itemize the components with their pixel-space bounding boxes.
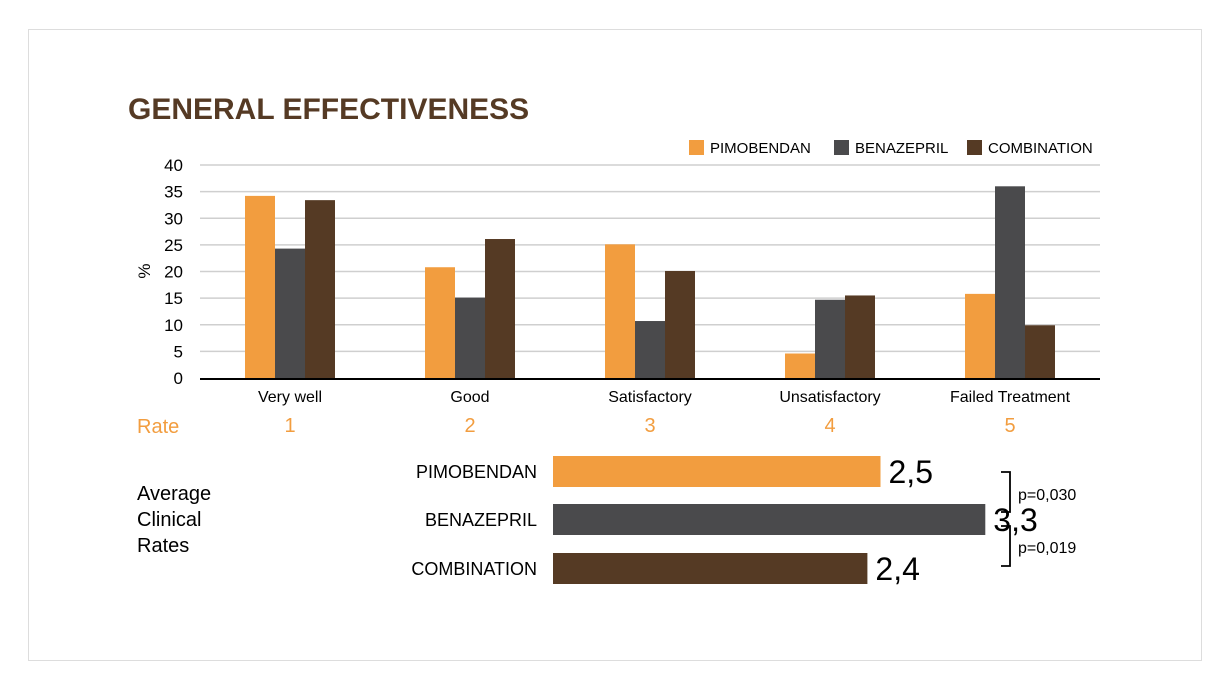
y-tick-label: 15 [164,289,183,308]
bar-combination-4 [845,295,875,378]
avg-title-line-1: Average [137,483,211,505]
bar-benazepril-1 [275,248,305,378]
x-tick-label: Good [450,389,489,406]
avg-value-benazepril: 3,3 [993,502,1037,538]
chart-title: GENERAL EFFECTIVENESS [128,93,529,126]
rate-value: 2 [464,415,475,437]
avg-title-line-2: Clinical [137,509,201,531]
avg-value-combination: 2,4 [875,551,919,587]
bar-combination-1 [305,200,335,378]
legend-swatch-pimobendan [689,140,704,155]
p-value-1: p=0,030 [1018,487,1076,504]
p-value-2: p=0,019 [1018,540,1076,557]
rate-label: Rate [137,416,179,438]
y-tick-label: 10 [164,316,183,335]
rate-value: 3 [644,415,655,437]
legend-label-benazepril: BENAZEPRIL [855,140,948,157]
bar-pimobendan-2 [425,267,455,378]
legend-label-combination: COMBINATION [988,140,1093,157]
bar-pimobendan-4 [785,353,815,378]
bar-pimobendan-1 [245,195,275,378]
avg-bar-combination [553,553,868,584]
x-tick-label: Very well [258,389,322,406]
legend-label-pimobendan: PIMOBENDAN [710,140,811,157]
y-tick-label: 25 [164,236,183,255]
y-axis-label: % [135,263,154,278]
y-tick-label: 20 [164,263,183,282]
bar-benazepril-5 [995,186,1025,378]
y-tick-label: 35 [164,183,183,202]
bar-pimobendan-5 [965,293,995,378]
y-tick-label: 5 [174,342,183,361]
legend-swatch-combination [967,140,982,155]
bar-combination-5 [1025,325,1055,378]
x-tick-label: Satisfactory [608,389,692,406]
bar-benazepril-4 [815,299,845,378]
x-tick-label: Unsatisfactory [779,389,880,406]
bar-benazepril-2 [455,297,485,378]
rate-value: 1 [284,415,295,437]
bar-combination-3 [665,270,695,378]
avg-bar-benazepril [553,504,986,535]
bar-benazepril-3 [635,321,665,378]
p-bracket-1 [1001,471,1011,513]
avg-label-benazepril: BENAZEPRIL [425,510,537,530]
y-tick-label: 0 [174,369,183,388]
rate-value: 4 [824,415,835,437]
p-bracket-2 [1001,525,1011,567]
rate-value: 5 [1004,415,1015,437]
avg-label-combination: COMBINATION [411,559,537,579]
y-tick-label: 40 [164,156,183,175]
avg-bar-pimobendan [553,456,881,487]
avg-value-pimobendan: 2,5 [889,454,933,490]
avg-title-line-3: Rates [137,535,189,557]
legend-swatch-benazepril [834,140,849,155]
bar-pimobendan-3 [605,244,635,378]
bar-combination-2 [485,239,515,378]
y-tick-label: 30 [164,209,183,228]
avg-label-pimobendan: PIMOBENDAN [416,462,537,482]
x-tick-label: Failed Treatment [950,389,1071,406]
